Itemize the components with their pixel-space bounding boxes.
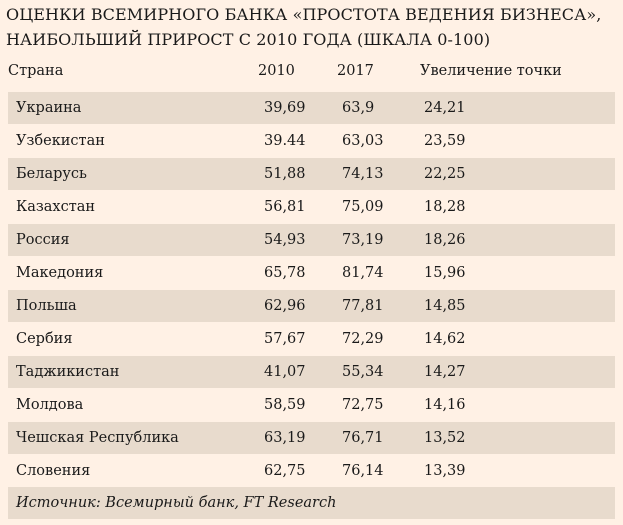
table-row: Таджикистан 41,07 55,34 14,27 [8, 356, 615, 388]
table-row: Чешская Республика 63,19 76,71 13,52 [8, 422, 615, 454]
table-title: ОЦЕНКИ ВСЕМИРНОГО БАНКА «ПРОСТОТА ВЕДЕНИ… [6, 5, 602, 49]
cell-country: Македония [16, 265, 104, 281]
cell-2010: 41,07 [264, 364, 306, 380]
header-country: Страна [8, 63, 64, 79]
cell-country: Казахстан [16, 199, 96, 215]
cell-country: Россия [16, 232, 70, 248]
cell-country: Молдова [16, 397, 84, 413]
cell-increase: 13,52 [424, 430, 466, 446]
table-row: Украина 39,69 63,9 24,21 [8, 92, 615, 124]
cell-country: Узбекистан [16, 133, 105, 149]
cell-2017: 76,14 [342, 463, 384, 479]
cell-2010: 62,96 [264, 298, 306, 314]
cell-increase: 18,28 [424, 199, 466, 215]
cell-increase: 18,26 [424, 232, 466, 248]
table-row: Узбекистан 39.44 63,03 23,59 [8, 125, 615, 157]
cell-2017: 55,34 [342, 364, 384, 380]
source-text: Источник: Всемирный банк, FT Research [16, 495, 337, 511]
cell-increase: 14,85 [424, 298, 466, 314]
cell-country: Таджикистан [16, 364, 120, 380]
table-row: Сербия 57,67 72,29 14,62 [8, 323, 615, 355]
cell-2010: 65,78 [264, 265, 306, 281]
table-row: Словения 62,75 76,14 13,39 [8, 455, 615, 487]
cell-2017: 75,09 [342, 199, 384, 215]
cell-increase: 22,25 [424, 166, 466, 182]
cell-2010: 62,75 [264, 463, 306, 479]
cell-country: Словения [16, 463, 91, 479]
cell-2017: 73,19 [342, 232, 384, 248]
cell-increase: 24,21 [424, 100, 466, 116]
cell-2010: 39,69 [264, 100, 306, 116]
cell-2010: 39.44 [264, 133, 306, 149]
cell-increase: 13,39 [424, 463, 466, 479]
cell-2010: 63,19 [264, 430, 306, 446]
cell-2010: 57,67 [264, 331, 306, 347]
header-2010: 2010 [258, 63, 295, 79]
table-body: Украина 39,69 63,9 24,21 Узбекистан 39.4… [8, 92, 615, 488]
table-row: Россия 54,93 73,19 18,26 [8, 224, 615, 256]
cell-2017: 81,74 [342, 265, 384, 281]
table-row: Македония 65,78 81,74 15,96 [8, 257, 615, 289]
table-row: Казахстан 56,81 75,09 18,28 [8, 191, 615, 223]
cell-2017: 76,71 [342, 430, 384, 446]
cell-2017: 63,9 [342, 100, 375, 116]
cell-country: Украина [16, 100, 82, 116]
cell-increase: 14,16 [424, 397, 466, 413]
cell-2010: 51,88 [264, 166, 306, 182]
cell-2010: 54,93 [264, 232, 306, 248]
header-2017: 2017 [337, 63, 374, 79]
cell-2017: 72,75 [342, 397, 384, 413]
cell-country: Польша [16, 298, 77, 314]
cell-increase: 23,59 [424, 133, 466, 149]
cell-2017: 72,29 [342, 331, 384, 347]
cell-increase: 14,27 [424, 364, 466, 380]
cell-country: Чешская Республика [16, 430, 179, 446]
table-row: Польша 62,96 77,81 14,85 [8, 290, 615, 322]
cell-2017: 63,03 [342, 133, 384, 149]
source-note: Источник: Всемирный банк, FT Research [8, 487, 615, 519]
cell-2017: 74,13 [342, 166, 384, 182]
cell-increase: 14,62 [424, 331, 466, 347]
cell-2010: 58,59 [264, 397, 306, 413]
cell-2017: 77,81 [342, 298, 384, 314]
table-header: Страна 2010 2017 Увеличение точки [0, 58, 615, 86]
cell-country: Сербия [16, 331, 73, 347]
table-row: Молдова 58,59 72,75 14,16 [8, 389, 615, 421]
table-row: Беларусь 51,88 74,13 22,25 [8, 158, 615, 190]
cell-2010: 56,81 [264, 199, 306, 215]
cell-country: Беларусь [16, 166, 87, 182]
cell-increase: 15,96 [424, 265, 466, 281]
header-increase: Увеличение точки [420, 63, 562, 79]
